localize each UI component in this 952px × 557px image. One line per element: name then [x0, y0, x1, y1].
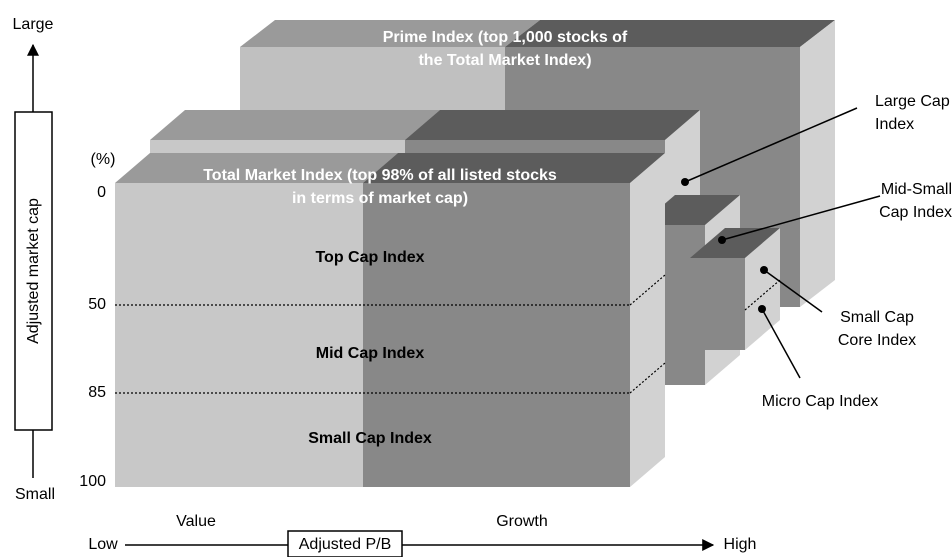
callout-label: Mid-Small: [881, 181, 952, 198]
scale-tick: 85: [88, 384, 106, 401]
small-cap-box: [690, 228, 780, 350]
segment-label: Small Cap Index: [308, 430, 432, 447]
axis-label: Adjusted market cap: [25, 198, 42, 344]
axis-value: Value: [176, 513, 216, 530]
axis-high: High: [724, 536, 757, 553]
segment-label: Mid Cap Index: [316, 345, 425, 362]
callout-label: Index: [875, 116, 914, 133]
scale-tick: 50: [88, 296, 106, 313]
total-market-title: in terms of market cap): [292, 190, 468, 207]
axis-low: Low: [88, 536, 118, 553]
prime-index-title: Prime Index (top 1,000 stocks of: [383, 29, 628, 46]
axis-box: [14, 111, 53, 431]
callout-label: Micro Cap Index: [762, 393, 879, 410]
scale-tick: 0: [97, 184, 106, 201]
axis-label: Adjusted P/B: [299, 536, 392, 553]
callout-label: Cap Index: [879, 204, 952, 221]
scale-unit: (%): [91, 151, 116, 168]
prime-index-title: the Total Market Index): [418, 52, 591, 69]
total-market-box: [115, 153, 781, 487]
axis-top-label: Large: [13, 16, 54, 33]
callout-pointers: [681, 107, 881, 379]
callout-label: Core Index: [838, 332, 916, 349]
axis-growth: Growth: [496, 513, 548, 530]
total-market-title: Total Market Index (top 98% of all liste…: [203, 167, 557, 184]
axis-bottom-label: Small: [15, 486, 55, 503]
segment-label: Top Cap Index: [315, 249, 424, 266]
callout-label: Small Cap: [840, 309, 914, 326]
axis-box: [287, 530, 403, 557]
callout-label: Large Cap: [875, 93, 950, 110]
scale-tick: 100: [79, 473, 106, 490]
